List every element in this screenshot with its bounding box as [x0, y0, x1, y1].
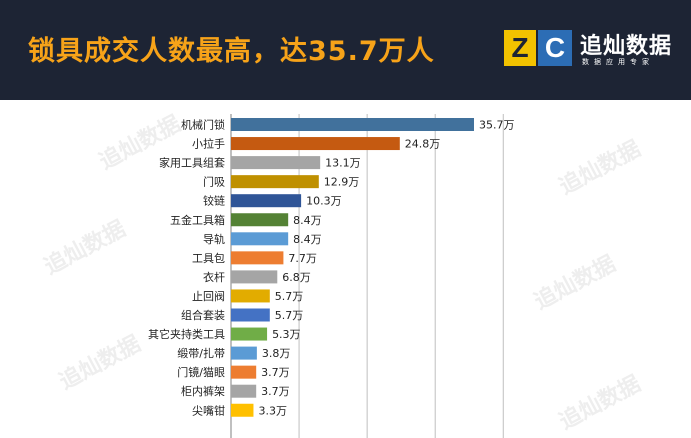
bar — [231, 403, 254, 417]
category-label: 门吸 — [203, 175, 225, 189]
data-label: 3.8万 — [262, 347, 291, 360]
category-label: 门镜/猫眼 — [177, 365, 225, 379]
bar — [231, 327, 268, 341]
logo-name: 追灿数据 — [580, 34, 673, 59]
data-label: 5.7万 — [275, 309, 304, 322]
category-label: 缎带/扎带 — [177, 346, 225, 360]
category-label: 五金工具箱 — [170, 213, 225, 227]
data-label: 7.7万 — [288, 252, 317, 265]
bar — [231, 156, 321, 170]
data-label: 3.7万 — [261, 385, 290, 398]
header-banner: 锁具成交人数最高，达35.7万人 Z C 追灿数据 数据应用专家 — [0, 0, 691, 100]
data-label: 3.7万 — [261, 366, 290, 379]
category-label: 家用工具组套 — [159, 156, 225, 170]
data-label: 8.4万 — [293, 214, 322, 227]
category-label: 柜内裤架 — [181, 384, 225, 398]
bar — [231, 118, 474, 131]
category-label: 尖嘴钳 — [192, 404, 225, 417]
category-label: 其它夹持类工具 — [148, 327, 225, 341]
category-label: 机械门锁 — [181, 118, 225, 132]
bar — [231, 346, 257, 360]
logo-subtitle: 数据应用专家 — [582, 58, 654, 66]
brand-logo: Z C 追灿数据 数据应用专家 — [504, 30, 684, 72]
data-label: 35.7万 — [479, 119, 515, 132]
data-label: 24.8万 — [405, 138, 441, 151]
bar — [231, 270, 278, 284]
data-label: 5.3万 — [272, 328, 301, 341]
bar — [231, 308, 270, 322]
category-label: 导轨 — [203, 232, 225, 246]
bar — [231, 384, 257, 398]
data-label: 12.9万 — [324, 176, 360, 189]
bar — [231, 289, 270, 303]
category-label: 衣杆 — [203, 270, 225, 284]
category-label: 铰链 — [203, 194, 225, 208]
bar — [231, 251, 284, 265]
bar — [231, 365, 257, 379]
data-label: 8.4万 — [293, 233, 322, 246]
data-label: 6.8万 — [282, 271, 311, 284]
data-label: 10.3万 — [306, 195, 342, 208]
data-label: 3.3万 — [258, 404, 287, 417]
bar — [231, 232, 289, 246]
bar — [231, 194, 302, 208]
bar — [231, 175, 319, 189]
category-label: 止回阀 — [192, 289, 225, 303]
category-label: 小拉手 — [192, 137, 225, 151]
bar — [231, 213, 289, 227]
data-label: 5.7万 — [275, 290, 304, 303]
page-title: 锁具成交人数最高，达35.7万人 — [28, 36, 435, 67]
bar — [231, 137, 400, 151]
logo-c-mark: C — [538, 30, 572, 66]
logo-z-mark: Z — [504, 30, 536, 66]
data-label: 13.1万 — [325, 157, 361, 170]
category-label: 组合套装 — [181, 308, 225, 322]
category-label: 工具包 — [192, 252, 225, 265]
